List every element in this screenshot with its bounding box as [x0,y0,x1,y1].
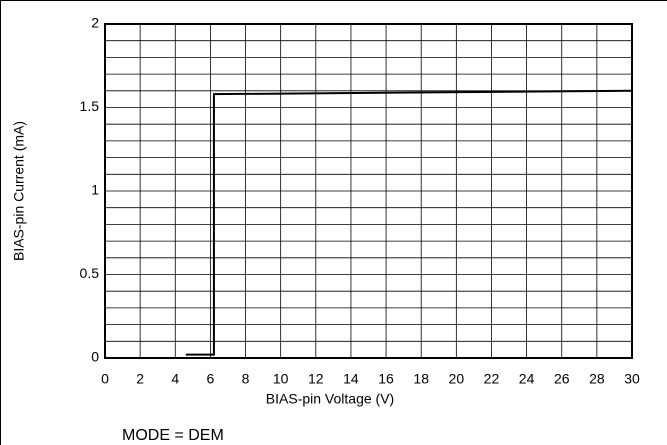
y-tick-label: 1 [91,182,99,198]
x-tick-label: 2 [136,371,144,387]
x-tick-label: 8 [242,371,250,387]
x-tick-label: 0 [101,371,109,387]
y-tick-label: 2 [91,15,99,31]
x-tick-label: 30 [624,371,640,387]
x-tick-label: 16 [378,371,394,387]
y-tick-label: 0 [91,349,99,365]
x-tick-label: 10 [273,371,289,387]
x-axis-label: BIAS-pin Voltage (V) [266,391,394,407]
x-tick-label: 22 [484,371,500,387]
x-tick-label: 12 [308,371,324,387]
x-tick-label: 26 [554,371,570,387]
note: MODE = DEM [122,427,224,444]
y-tick-label: 0.5 [80,265,100,281]
data-line [185,89,633,356]
x-tick-label: 18 [413,371,429,387]
x-tick-label: 20 [449,371,465,387]
y-axis-label: BIAS-pin Current (mA) [11,121,27,261]
x-tick-label: 14 [343,371,359,387]
x-tick-label: 28 [589,371,605,387]
x-tick-label: 6 [207,371,215,387]
x-tick-label: 4 [171,371,179,387]
x-tick-label: 24 [519,371,535,387]
plot-border [104,23,633,359]
y-tick-label: 1.5 [80,98,100,114]
